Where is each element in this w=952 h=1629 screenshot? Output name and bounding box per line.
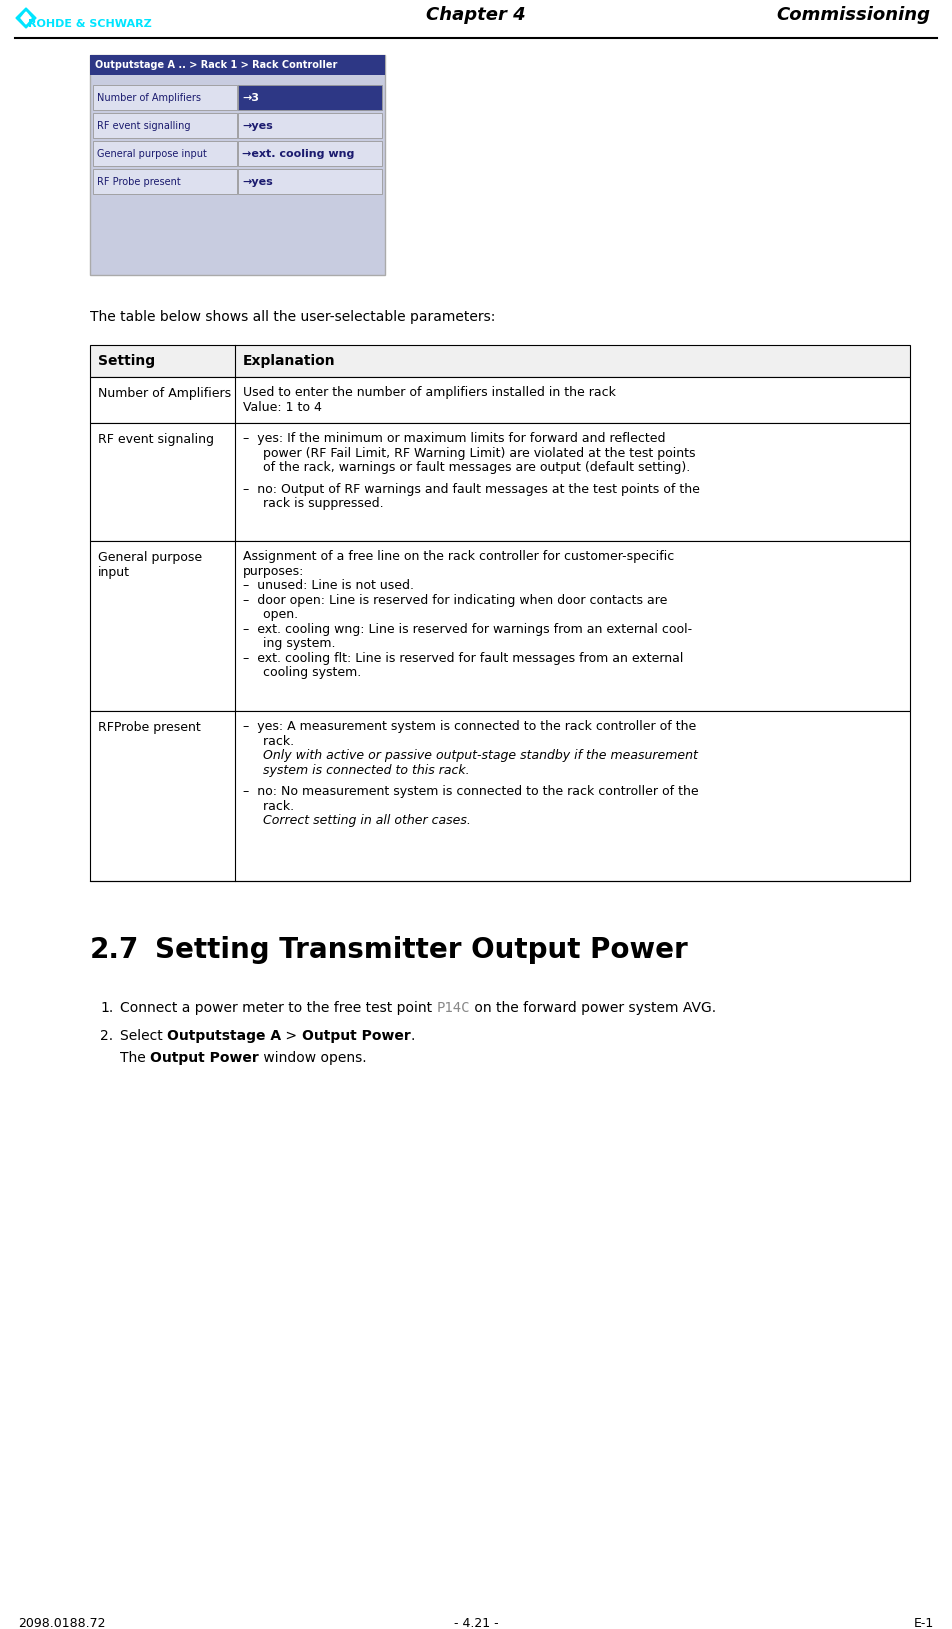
FancyBboxPatch shape [93, 112, 237, 138]
Text: 2.: 2. [100, 1030, 113, 1043]
Text: →3: →3 [242, 93, 259, 103]
Text: ROHDE & SCHWARZ: ROHDE & SCHWARZ [28, 20, 151, 29]
FancyBboxPatch shape [90, 55, 385, 75]
Text: –  unused: Line is not used.: – unused: Line is not used. [243, 578, 414, 591]
Text: –  yes: If the minimum or maximum limits for forward and reflected: – yes: If the minimum or maximum limits … [243, 432, 665, 445]
FancyBboxPatch shape [93, 85, 237, 111]
Text: Outputstage A .. > Rack 1 > Rack Controller: Outputstage A .. > Rack 1 > Rack Control… [95, 60, 337, 70]
Text: open.: open. [243, 608, 298, 621]
Text: .: . [410, 1030, 415, 1043]
Text: RFProbe present: RFProbe present [98, 722, 201, 735]
FancyBboxPatch shape [238, 85, 382, 111]
Text: ing system.: ing system. [243, 637, 335, 650]
Text: Explanation: Explanation [243, 353, 336, 368]
Text: Assignment of a free line on the rack controller for customer-specific: Assignment of a free line on the rack co… [243, 551, 674, 564]
Text: RF event signalling: RF event signalling [97, 121, 190, 130]
Text: RF Probe present: RF Probe present [97, 176, 181, 186]
Text: –  door open: Line is reserved for indicating when door contacts are: – door open: Line is reserved for indica… [243, 593, 667, 606]
FancyBboxPatch shape [90, 424, 910, 541]
Text: –  ext. cooling wng: Line is reserved for warnings from an external cool-: – ext. cooling wng: Line is reserved for… [243, 622, 692, 635]
Text: Correct setting in all other cases.: Correct setting in all other cases. [243, 814, 471, 828]
Text: Chapter 4: Chapter 4 [426, 7, 526, 24]
Text: window opens.: window opens. [259, 1051, 367, 1065]
Text: Value: 1 to 4: Value: 1 to 4 [243, 401, 322, 414]
Text: >: > [281, 1030, 302, 1043]
Text: Number of Amplifiers: Number of Amplifiers [98, 388, 231, 401]
Text: cooling system.: cooling system. [243, 666, 361, 679]
Text: 1.: 1. [100, 1000, 113, 1015]
Text: E-1: E-1 [914, 1618, 934, 1629]
FancyBboxPatch shape [238, 142, 382, 166]
Text: RF event signaling: RF event signaling [98, 433, 214, 446]
Text: Connect a power meter to the free test point: Connect a power meter to the free test p… [120, 1000, 437, 1015]
Text: rack.: rack. [243, 735, 294, 748]
Text: 2.7: 2.7 [90, 937, 139, 964]
Text: Outputstage A: Outputstage A [168, 1030, 281, 1043]
FancyBboxPatch shape [93, 142, 237, 166]
Text: Commissioning: Commissioning [776, 7, 930, 24]
Text: - 4.21 -: - 4.21 - [454, 1618, 498, 1629]
FancyBboxPatch shape [90, 376, 910, 424]
Text: →ext. cooling wng: →ext. cooling wng [242, 148, 354, 158]
Text: Only with active or passive output-stage standby if the measurement: Only with active or passive output-stage… [243, 749, 698, 762]
Text: of the rack, warnings or fault messages are output (default setting).: of the rack, warnings or fault messages … [243, 461, 690, 474]
Text: Used to enter the number of amplifiers installed in the rack: Used to enter the number of amplifiers i… [243, 386, 616, 399]
Polygon shape [21, 11, 31, 24]
FancyBboxPatch shape [90, 55, 385, 275]
Text: power (RF Fail Limit, RF Warning Limit) are violated at the test points: power (RF Fail Limit, RF Warning Limit) … [243, 446, 696, 459]
Polygon shape [16, 8, 36, 28]
Text: input: input [98, 565, 130, 578]
Text: rack is suppressed.: rack is suppressed. [243, 497, 384, 510]
Text: –  yes: A measurement system is connected to the rack controller of the: – yes: A measurement system is connected… [243, 720, 696, 733]
Text: →yes: →yes [242, 121, 273, 130]
Text: –  no: Output of RF warnings and fault messages at the test points of the: – no: Output of RF warnings and fault me… [243, 482, 700, 495]
Text: –  no: No measurement system is connected to the rack controller of the: – no: No measurement system is connected… [243, 785, 699, 798]
Text: 2098.0188.72: 2098.0188.72 [18, 1618, 106, 1629]
Text: purposes:: purposes: [243, 565, 305, 578]
Text: on the forward power system AVG.: on the forward power system AVG. [470, 1000, 716, 1015]
Text: Setting: Setting [98, 353, 155, 368]
Text: Number of Amplifiers: Number of Amplifiers [97, 93, 201, 103]
Text: P14C: P14C [437, 1000, 470, 1015]
Text: Setting Transmitter Output Power: Setting Transmitter Output Power [155, 937, 687, 964]
Text: General purpose input: General purpose input [97, 148, 207, 158]
Text: General purpose: General purpose [98, 551, 202, 564]
FancyBboxPatch shape [238, 169, 382, 194]
FancyBboxPatch shape [90, 541, 910, 710]
Text: system is connected to this rack.: system is connected to this rack. [243, 764, 469, 777]
FancyBboxPatch shape [93, 169, 237, 194]
Text: Output Power: Output Power [150, 1051, 259, 1065]
FancyBboxPatch shape [238, 112, 382, 138]
Text: –  ext. cooling flt: Line is reserved for fault messages from an external: – ext. cooling flt: Line is reserved for… [243, 652, 684, 665]
Text: The: The [120, 1051, 150, 1065]
Text: Select: Select [120, 1030, 168, 1043]
FancyBboxPatch shape [90, 710, 910, 881]
Text: The table below shows all the user-selectable parameters:: The table below shows all the user-selec… [90, 310, 495, 324]
Text: Output Power: Output Power [302, 1030, 410, 1043]
Text: rack.: rack. [243, 800, 294, 813]
FancyBboxPatch shape [90, 345, 910, 376]
Text: →yes: →yes [242, 176, 273, 186]
